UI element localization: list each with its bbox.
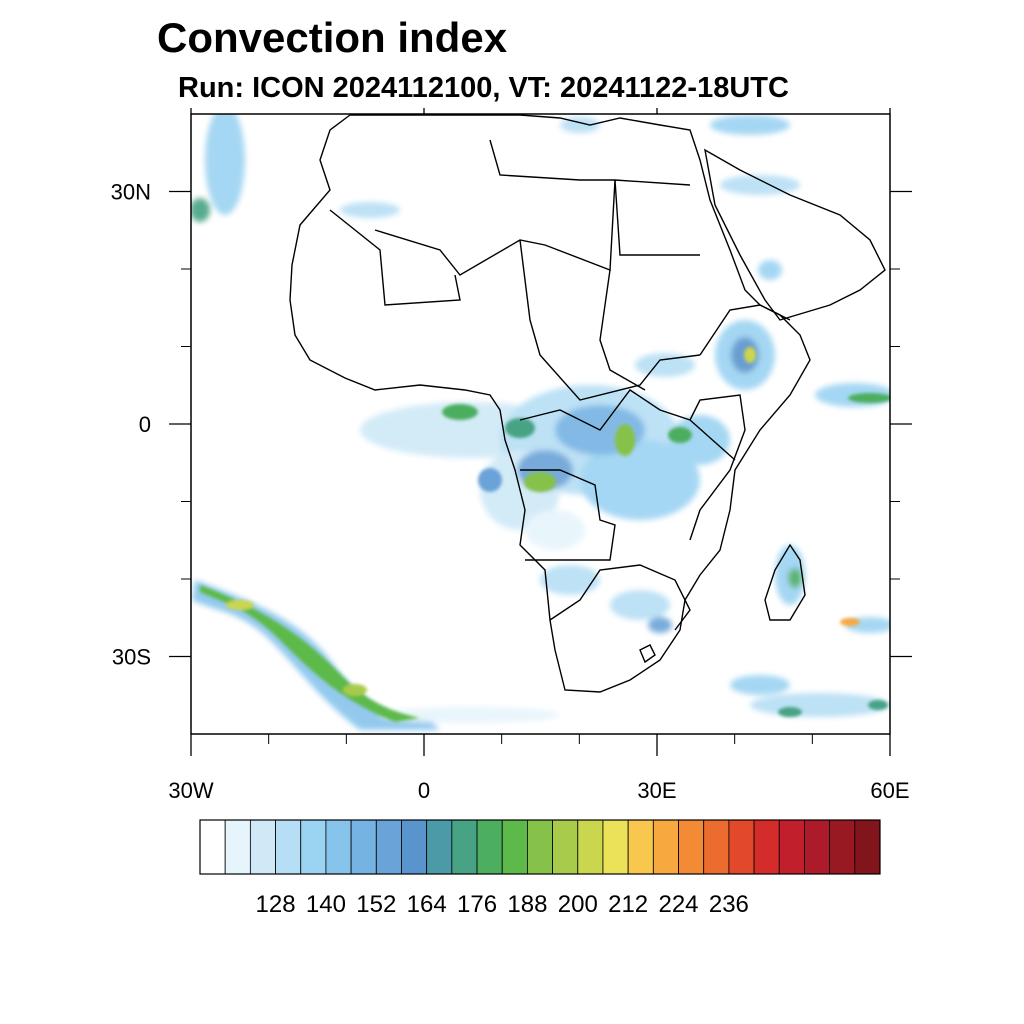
africa-outline <box>289 114 811 693</box>
border-south <box>549 564 691 631</box>
colorbar-swatch <box>703 819 730 875</box>
y-tick-label: 30N <box>111 180 151 205</box>
madagascar-outline <box>764 543 806 621</box>
map-title: Convection index <box>157 14 508 61</box>
colorbar-swatch <box>854 819 881 875</box>
colorbar-swatch <box>426 819 453 875</box>
axis-ticks <box>169 108 912 756</box>
y-tick-label: 30S <box>112 645 151 670</box>
colorbar-tick-label: 140 <box>306 891 346 918</box>
x-tick-label: 0 <box>418 778 430 803</box>
border-horn <box>699 304 791 356</box>
x-tick-label: 30W <box>168 778 213 803</box>
colorbar-swatch <box>325 819 352 875</box>
colorbar-swatch <box>728 819 755 875</box>
arabia-outline <box>704 148 886 321</box>
colorbar-swatch <box>829 819 856 875</box>
colorbar-swatch <box>678 819 705 875</box>
colorbar-swatch <box>501 819 528 875</box>
colorbar-swatch <box>476 819 503 875</box>
border-libya-egypt <box>614 179 700 256</box>
colorbar-swatch <box>778 819 805 875</box>
colorbar-tick-label: 212 <box>608 891 648 918</box>
border-east <box>689 394 746 541</box>
colorbar-swatch <box>602 819 629 875</box>
colorbar-tick-label: 128 <box>256 891 296 918</box>
colorbar-swatch <box>275 819 302 875</box>
border-west <box>329 209 461 306</box>
colorbar-swatch <box>350 819 377 875</box>
coastline <box>289 114 886 693</box>
colorbar-swatch <box>199 819 226 875</box>
colorbar-labels: 128 140 152 164 176 188 200 212 224 236 <box>256 891 749 918</box>
x-tick-label: 60E <box>870 778 909 803</box>
colorbar-swatch <box>804 819 831 875</box>
colorbar-swatch <box>375 819 402 875</box>
colorbar-tick-label: 200 <box>558 891 598 918</box>
colorbar-tick-label: 152 <box>356 891 396 918</box>
colorbar-swatch <box>577 819 604 875</box>
axis-labels: 30W 0 30E 60E 30N 0 30S <box>111 180 910 804</box>
colorbar-frame <box>199 819 881 875</box>
border-sahara <box>374 179 616 276</box>
colorbar-swatch <box>451 819 478 875</box>
convection-field <box>191 114 890 730</box>
border-central <box>519 239 701 401</box>
colorbar-swatch <box>627 819 654 875</box>
colorbar-swatch <box>401 819 428 875</box>
y-tick-label: 0 <box>139 412 151 437</box>
colorbar-swatch <box>552 819 579 875</box>
colorbar-tick-label: 236 <box>709 891 749 918</box>
border-nile <box>599 269 646 391</box>
colorbar-swatch <box>249 819 276 875</box>
colorbar-swatch <box>753 819 780 875</box>
colorbar-tick-label: 224 <box>658 891 698 918</box>
map-subtitle: Run: ICON 2024112100, VT: 20241122-18UTC <box>178 72 789 104</box>
colorbar-swatch <box>527 819 553 875</box>
colorbar-swatch <box>224 819 251 875</box>
border-north <box>489 139 691 186</box>
border-lesotho <box>639 644 656 664</box>
colorbar-tick-label: 164 <box>407 891 447 918</box>
x-tick-label: 30E <box>637 778 676 803</box>
border-angola <box>520 469 616 561</box>
colorbar-tick-label: 188 <box>507 891 547 918</box>
colorbar-swatch <box>652 819 679 875</box>
colorbar <box>199 819 881 875</box>
colorbar-tick-label: 176 <box>457 891 497 918</box>
colorbar-swatch <box>300 819 327 875</box>
